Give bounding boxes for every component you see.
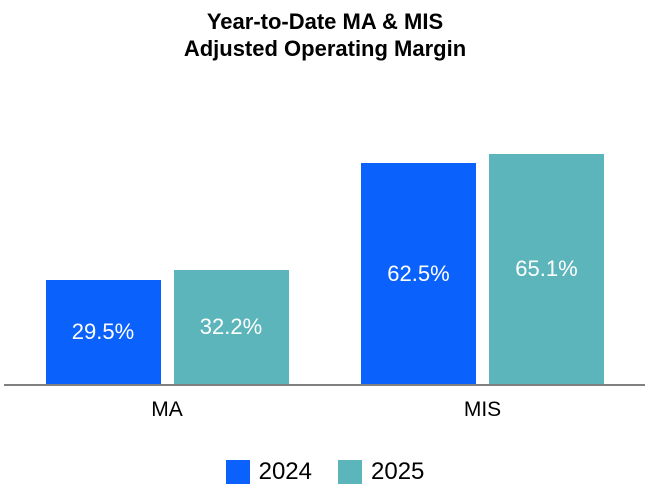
category-label-ma: MA: [151, 398, 183, 421]
legend-label-2025: 2025: [371, 458, 425, 485]
chart-title-line-1: Year-to-Date MA & MIS: [206, 9, 444, 34]
legend: 2024 2025: [0, 458, 650, 486]
bar-mis-2025: 65.1%: [489, 154, 604, 384]
bar-ma-2024: 29.5%: [45, 280, 161, 384]
category-label-mis: MIS: [463, 398, 502, 421]
legend-swatch-2024: [225, 460, 250, 484]
chart-title: Year-to-Date MA & MIS Adjusted Operating…: [0, 8, 650, 62]
bar-value-label: 32.2%: [199, 314, 263, 339]
bar-value-label: 65.1%: [515, 256, 578, 281]
plot-area: 29.5% 32.2% MA 62.5% 65.1% MIS: [4, 154, 645, 421]
legend-item-2024: 2024: [225, 458, 312, 486]
legend-item-2025: 2025: [338, 458, 424, 486]
bar-value-label: 62.5%: [387, 260, 450, 286]
bar-value-label: 29.5%: [71, 319, 135, 344]
chart-title-line-2: Adjusted Operating Margin: [183, 36, 467, 61]
bar-mis-2024: 62.5%: [361, 163, 476, 384]
legend-swatch-2025: [338, 460, 362, 484]
bar-ma-2025: 32.2%: [173, 270, 289, 384]
x-axis-line: [4, 384, 645, 386]
legend-label-2024: 2024: [258, 458, 312, 485]
